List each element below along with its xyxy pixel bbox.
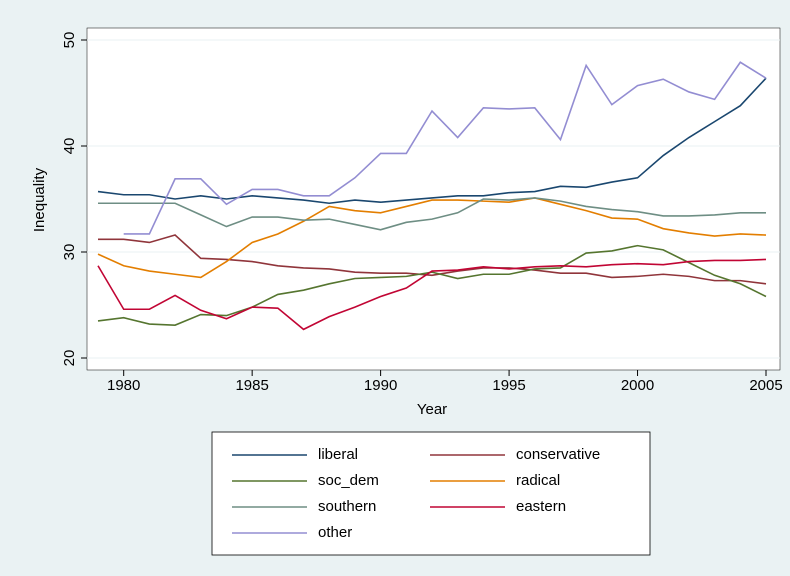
x-axis-label: Year [417, 401, 447, 418]
legend-label: liberal [318, 446, 358, 463]
line-series [97, 77, 767, 205]
line-series [97, 244, 767, 326]
y-tick-label: 30 [61, 244, 78, 261]
line-series [98, 234, 767, 285]
line-series [97, 258, 767, 331]
legend-label: other [318, 524, 352, 541]
legend-label: eastern [516, 498, 566, 515]
y-tick-label: 40 [61, 138, 78, 155]
line-series [97, 197, 767, 279]
x-tick-label: 1990 [364, 377, 397, 394]
line-series [98, 197, 766, 231]
legend [211, 431, 651, 556]
legend-label: radical [516, 472, 560, 489]
x-tick-label: 2005 [749, 377, 782, 394]
x-tick-label: 1980 [107, 377, 140, 394]
x-tick-label: 1985 [235, 377, 268, 394]
plot-area [86, 27, 781, 371]
y-axis-label: Inequality [31, 167, 48, 232]
x-tick-label: 2000 [621, 377, 654, 394]
x-tick-label: 1995 [492, 377, 525, 394]
legend-label: southern [318, 498, 376, 515]
legend-label: conservative [516, 446, 600, 463]
line-series [123, 61, 767, 235]
y-tick-label: 20 [61, 350, 78, 367]
legend-label: soc_dem [318, 472, 379, 489]
y-tick-label: 50 [61, 32, 78, 49]
